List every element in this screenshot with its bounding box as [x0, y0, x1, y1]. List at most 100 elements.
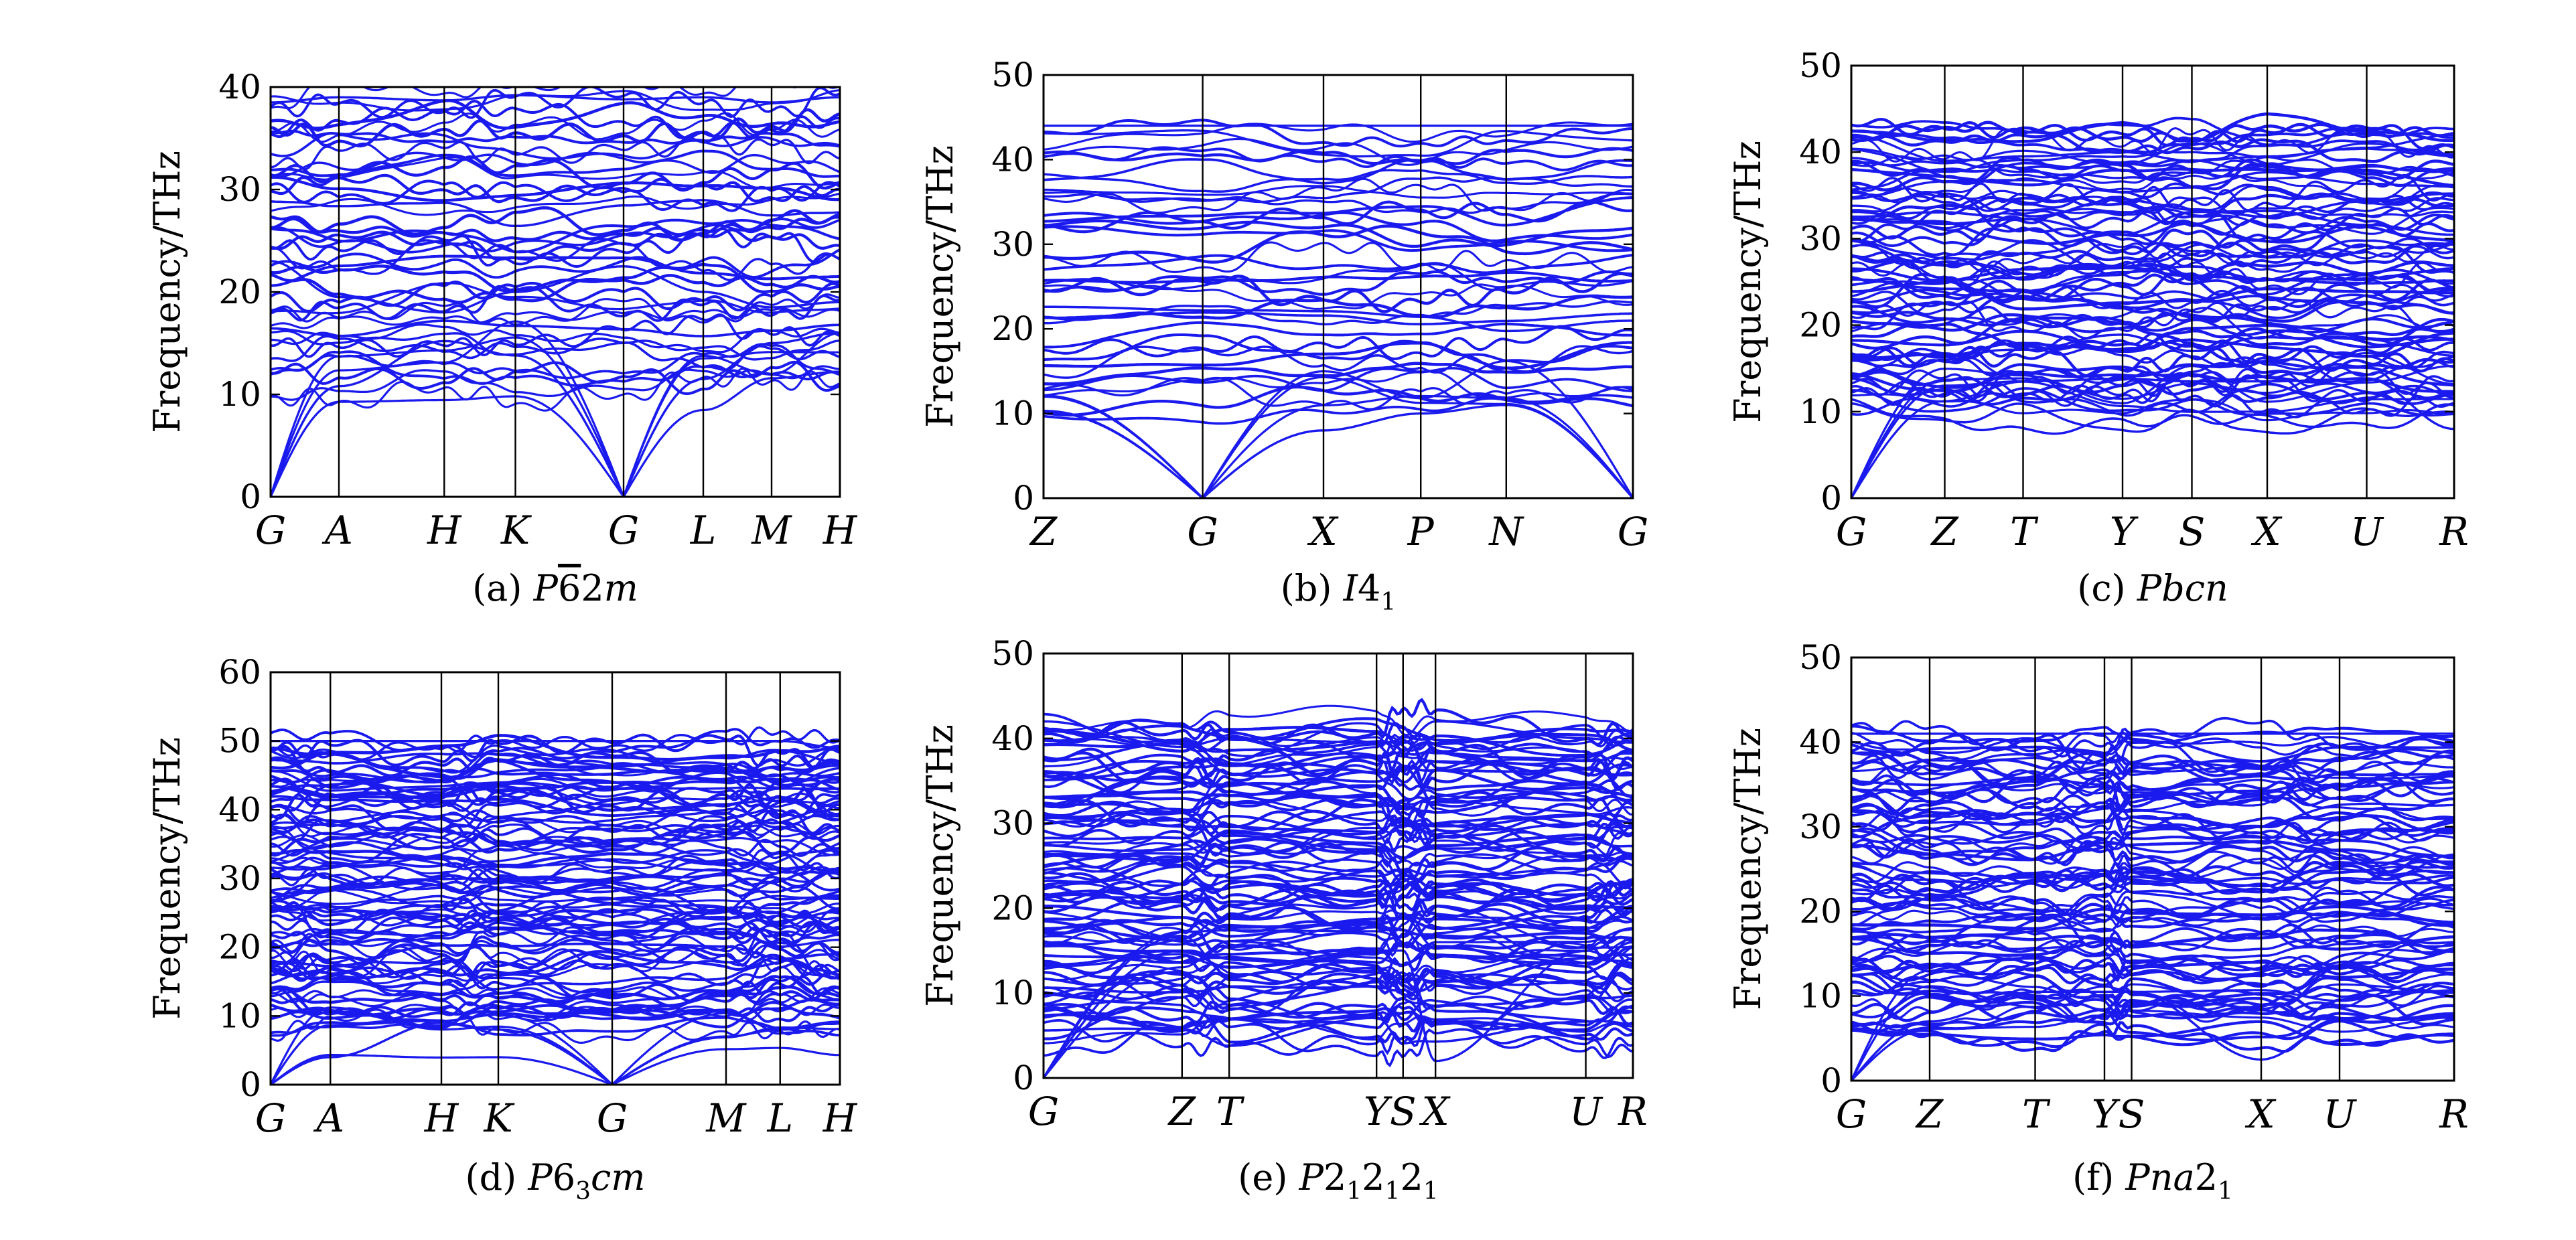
y-tick-label: 10: [218, 375, 261, 414]
caption-prefix: (f): [2072, 1156, 2125, 1198]
optical-band-2: [1044, 385, 1633, 417]
optical-band-34: [1044, 158, 1633, 185]
optical-band-28: [271, 192, 840, 216]
optical-band-74: [1851, 133, 2454, 163]
caption-symbol-part: 1: [1385, 1178, 1401, 1205]
optical-band-17: [1044, 272, 1633, 313]
optical-band-71: [271, 798, 840, 823]
y-tick-label: 10: [991, 974, 1034, 1012]
optical-band-45: [1851, 861, 2454, 893]
y-tick-label: 30: [991, 225, 1034, 264]
optical-band-22: [271, 228, 840, 261]
optical-band-35: [1044, 905, 1633, 938]
panel-caption: (e) P212121: [1238, 1156, 1438, 1205]
caption-symbol-part: 6: [553, 1156, 575, 1198]
optical-band-42: [271, 98, 840, 130]
caption-symbol-part: I: [1343, 567, 1359, 609]
y-tick-label: 10: [1799, 977, 1842, 1016]
optical-band-69: [1851, 775, 2454, 803]
optical-band-7: [271, 1003, 840, 1022]
optical-band-59: [1851, 193, 2454, 221]
band-lines: [271, 726, 840, 1085]
optical-band-12: [271, 293, 840, 326]
band-lines: [1044, 698, 1633, 1078]
y-tick-label: 0: [1013, 1059, 1034, 1097]
y-tick-label: 40: [218, 790, 261, 829]
kpoint-label-H: H: [822, 1095, 858, 1141]
optical-band-1: [271, 1016, 840, 1037]
caption-prefix: (e): [1238, 1156, 1299, 1198]
kpoint-label-X: X: [1419, 1089, 1451, 1134]
optical-band-22: [1851, 322, 2454, 352]
optical-band-39: [1044, 895, 1633, 921]
band-sample-3: [271, 94, 840, 104]
optical-band-28: [1044, 196, 1633, 227]
optical-band-38: [1044, 129, 1633, 158]
optical-band-54: [271, 852, 840, 875]
band-sample-1: [271, 331, 840, 497]
kpoint-label-G: G: [255, 1095, 286, 1141]
band-lines: [1851, 112, 2454, 498]
optical-band-20: [1044, 270, 1633, 284]
optical-band-25: [1044, 219, 1633, 248]
y-tick-label: 50: [991, 634, 1034, 673]
y-tick-label: 30: [1799, 219, 1842, 258]
acoustic-band-1: [1044, 394, 1633, 498]
optical-band-1: [271, 368, 840, 412]
optical-band-44: [271, 884, 840, 905]
acoustic-band-1: [271, 1047, 840, 1085]
y-tick-label: 40: [991, 140, 1034, 179]
panel-caption: (d) P63cm: [466, 1156, 646, 1205]
optical-band-15: [1044, 970, 1633, 1010]
optical-band-10: [1044, 325, 1633, 361]
kpoint-label-H: H: [822, 508, 858, 553]
optical-band-5: [1851, 387, 2454, 417]
panel-caption: (c) Pbcn: [2077, 567, 2228, 609]
caption-symbol-part: cm: [591, 1156, 645, 1198]
optical-band-63: [1851, 172, 2454, 201]
optical-band-82: [271, 767, 840, 792]
y-tick-label: 20: [218, 273, 261, 311]
optical-band-15: [1044, 294, 1633, 321]
optical-band-45: [1044, 870, 1633, 908]
y-tick-label: 0: [240, 477, 261, 516]
optical-band-35: [1851, 270, 2454, 304]
y-tick-label: 10: [991, 394, 1034, 433]
plot-frame: [1850, 656, 2455, 1082]
optical-band-2: [1851, 1020, 2454, 1047]
y-tick-label: 20: [1799, 892, 1842, 931]
band-sample-2: [271, 260, 840, 314]
optical-band-80: [1851, 112, 2454, 143]
caption-symbol-part: Pna: [2125, 1156, 2194, 1198]
caption-symbol-part: 4: [1358, 567, 1380, 609]
y-tick-label: 0: [1820, 1061, 1842, 1100]
optical-band-35: [1851, 893, 2454, 923]
y-tick-label: 50: [991, 56, 1034, 94]
optical-band-93: [271, 734, 840, 761]
kpoint-label-X: X: [2244, 1091, 2277, 1137]
optical-band-60: [1044, 829, 1633, 852]
optical-band-85: [1851, 716, 2454, 758]
y-tick-label: 40: [991, 719, 1034, 758]
kpoint-label-A: A: [321, 508, 353, 553]
optical-band-4: [1044, 370, 1633, 399]
kpoint-label-Y: Y: [2092, 1091, 2121, 1137]
optical-band-24: [1851, 940, 2454, 965]
optical-band-40: [1851, 259, 2454, 281]
optical-band-31: [1851, 287, 2454, 314]
caption-symbol-part: 1: [1380, 589, 1396, 616]
caption-symbol-part: Pbcn: [2137, 567, 2228, 609]
optical-band-90: [1044, 722, 1633, 757]
optical-band-53: [271, 849, 840, 874]
acoustic-band-2: [271, 1014, 840, 1085]
panel-c: 0 10 20 30 40 50 Frequency/THz G Z T Y S X U R (c) Pbcn: [1727, 46, 2469, 609]
optical-band-18: [1044, 270, 1633, 296]
optical-band-39: [271, 895, 840, 921]
optical-band-10: [271, 319, 840, 337]
band-lines: [1851, 716, 2454, 1081]
caption-symbol-part: 2: [581, 567, 603, 609]
optical-band-47: [271, 868, 840, 898]
kpoint-label-U: U: [1569, 1089, 1603, 1134]
